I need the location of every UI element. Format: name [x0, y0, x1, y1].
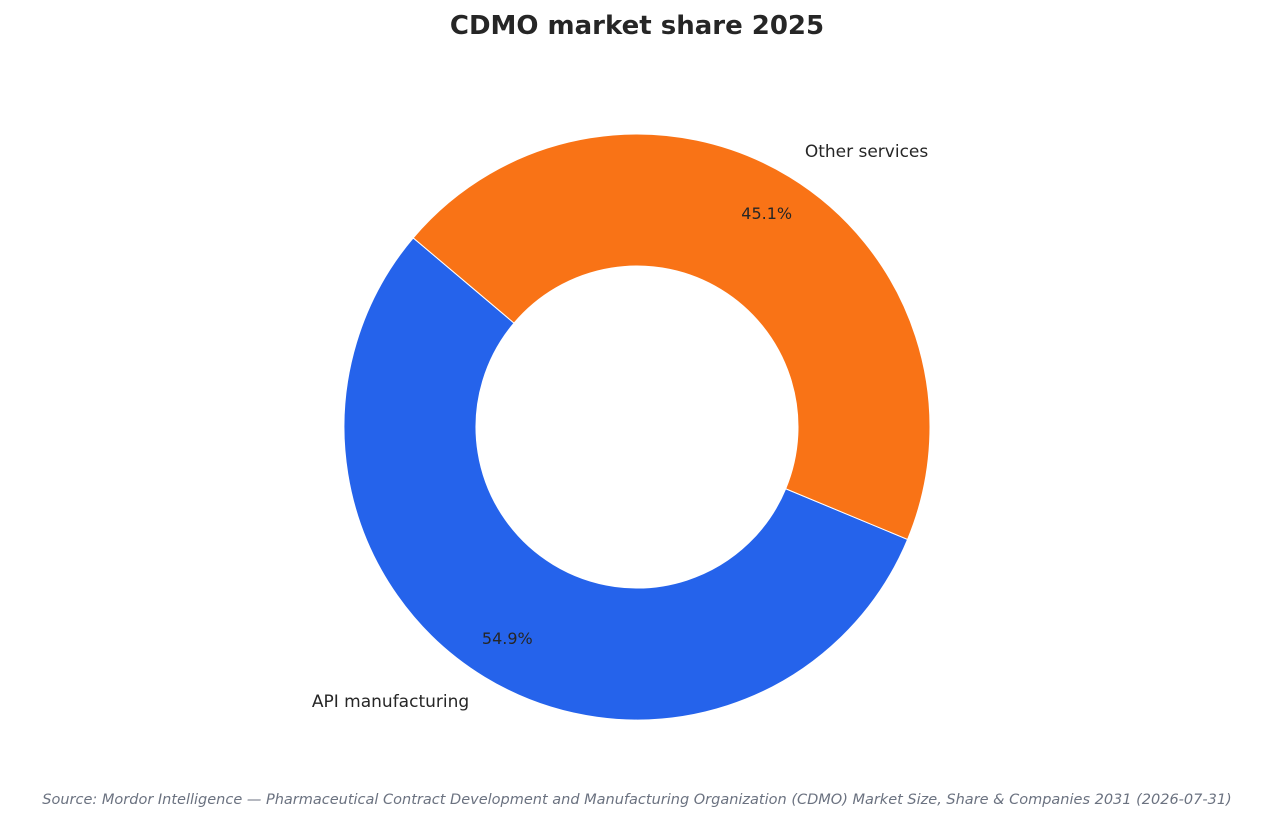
slice-label: API manufacturing	[312, 692, 469, 712]
donut-labels: API manufacturing 54.9% Other services 45.1…	[312, 142, 929, 712]
source-note: Source: Mordor Intelligence — Pharmaceut…	[42, 792, 1232, 808]
slice-value-label: 54.9%	[482, 629, 533, 648]
chart-title: CDMO market share 2025	[449, 11, 825, 41]
slice-other-services	[412, 133, 931, 541]
slice-label: Other services	[805, 142, 929, 162]
donut-slices	[343, 133, 931, 721]
slice-api-manufacturing	[343, 237, 909, 721]
slice-value-label: 45.1%	[741, 204, 792, 223]
